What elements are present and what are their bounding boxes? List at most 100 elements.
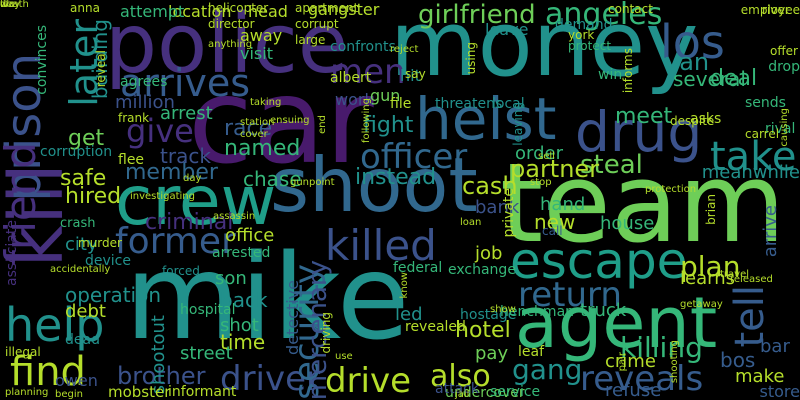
cloud-word: associate bbox=[4, 220, 20, 287]
cloud-word: anything bbox=[208, 39, 253, 50]
cloud-word: employee bbox=[740, 3, 800, 17]
cloud-word: detective bbox=[283, 280, 302, 355]
cloud-word: cover bbox=[240, 129, 268, 140]
cloud-word: use bbox=[335, 351, 353, 362]
cloud-word: investigating bbox=[130, 191, 195, 202]
cloud-word: anna bbox=[70, 1, 100, 15]
cloud-word: rival bbox=[765, 121, 796, 137]
cloud-word: illegal bbox=[5, 345, 41, 359]
cloud-word: agent bbox=[515, 282, 718, 364]
cloud-word: show bbox=[490, 304, 516, 315]
cloud-word: win bbox=[598, 67, 623, 83]
cloud-word: chase bbox=[243, 167, 302, 191]
cloud-word: escape bbox=[510, 232, 688, 290]
cloud-word: shot bbox=[220, 315, 259, 336]
cloud-word: following bbox=[361, 98, 372, 143]
cloud-word: driving bbox=[319, 312, 333, 354]
cloud-word: helicopter bbox=[208, 1, 269, 15]
cloud-word: job bbox=[475, 243, 503, 264]
cloud-word: cash bbox=[462, 172, 518, 200]
cloud-word: house bbox=[600, 213, 655, 234]
cloud-word: pair bbox=[617, 352, 628, 372]
cloud-word: using bbox=[464, 42, 478, 75]
cloud-word: hit bbox=[400, 66, 421, 85]
cloud-word: also bbox=[430, 359, 491, 394]
cloud-word: owen bbox=[55, 371, 98, 390]
cloud-word: file bbox=[390, 96, 412, 112]
cloud-word: arrives bbox=[120, 61, 251, 105]
cloud-word: large bbox=[295, 33, 326, 47]
cloud-word: debt bbox=[65, 301, 106, 322]
cloud-word: say bbox=[405, 67, 426, 81]
cloud-word: van bbox=[665, 48, 710, 76]
cloud-word: new bbox=[534, 210, 576, 234]
cloud-word: return bbox=[518, 275, 622, 315]
cloud-word: mobster bbox=[108, 383, 171, 400]
cloud-word: released bbox=[730, 274, 773, 285]
cloud-word: learns bbox=[680, 268, 735, 289]
cloud-word: confronts bbox=[330, 39, 396, 55]
cloud-word: ensuing bbox=[270, 115, 310, 126]
cloud-word: river bbox=[762, 3, 790, 17]
cloud-word: fight bbox=[363, 113, 414, 138]
cloud-word: frank bbox=[118, 111, 150, 125]
cloud-word: hospital bbox=[180, 302, 236, 318]
cloud-word: attack bbox=[435, 381, 479, 397]
cloud-word: gunpoint bbox=[290, 177, 335, 188]
cloud-word: give bbox=[126, 112, 194, 150]
cloud-word: police bbox=[105, 0, 349, 92]
cloud-word: gun bbox=[370, 86, 401, 105]
cloud-word: revealed bbox=[405, 319, 466, 335]
cloud-word: million bbox=[115, 92, 175, 113]
cloud-word: son bbox=[215, 268, 247, 289]
cloud-word: corruption bbox=[40, 144, 113, 160]
cloud-word: travel bbox=[720, 269, 750, 280]
cloud-word: former bbox=[115, 221, 236, 262]
cloud-word: street bbox=[180, 343, 233, 364]
cloud-word: back bbox=[220, 288, 268, 312]
cloud-word: help bbox=[5, 298, 105, 352]
cloud-word: convinces bbox=[34, 25, 50, 95]
cloud-word: contact bbox=[608, 2, 653, 16]
cloud-word: stop bbox=[530, 177, 552, 188]
cloud-word: accidentally bbox=[50, 264, 111, 275]
cloud-word: money bbox=[390, 0, 699, 97]
cloud-word: meet bbox=[615, 104, 673, 129]
cloud-word: los bbox=[660, 15, 725, 69]
cloud-word: service bbox=[490, 384, 541, 400]
cloud-word: killed bbox=[325, 221, 437, 270]
cloud-word: forced bbox=[162, 264, 200, 278]
cloud-word: jail bbox=[455, 389, 470, 400]
cloud-word: car bbox=[188, 52, 374, 190]
cloud-word: head bbox=[248, 2, 288, 21]
cloud-word: track bbox=[160, 144, 211, 168]
cloud-word: mike bbox=[125, 228, 410, 366]
cloud-word: meanwhile bbox=[701, 162, 800, 183]
cloud-word: member bbox=[125, 160, 218, 185]
cloud-word: city bbox=[65, 234, 98, 255]
cloud-word: plan bbox=[680, 250, 741, 283]
cloud-word: gang bbox=[512, 353, 583, 386]
cloud-word: crime bbox=[605, 351, 656, 372]
cloud-word: albert bbox=[330, 70, 372, 86]
cloud-word: end bbox=[317, 115, 328, 134]
cloud-word: refuse bbox=[605, 380, 662, 400]
cloud-word: offer bbox=[770, 44, 798, 58]
cloud-word: pay bbox=[475, 343, 509, 364]
cloud-word: henchman bbox=[500, 304, 575, 320]
cloud-word: safe bbox=[60, 166, 107, 191]
cloud-word: leaving bbox=[511, 102, 525, 146]
cloud-word: sell bbox=[538, 151, 555, 162]
cloud-word: loan bbox=[460, 217, 482, 228]
cloud-word: truck bbox=[580, 300, 627, 321]
cloud-word: location bbox=[168, 2, 232, 21]
cloud-word: crew bbox=[115, 162, 277, 241]
cloud-word: led bbox=[395, 304, 423, 325]
cloud-word: hostage bbox=[460, 307, 517, 323]
cloud-word: flee bbox=[118, 152, 145, 168]
cloud-word: brian bbox=[704, 194, 718, 225]
cloud-word: agrees bbox=[120, 74, 168, 90]
cloud-word: drive bbox=[325, 361, 412, 400]
cloud-word: named bbox=[224, 136, 301, 161]
